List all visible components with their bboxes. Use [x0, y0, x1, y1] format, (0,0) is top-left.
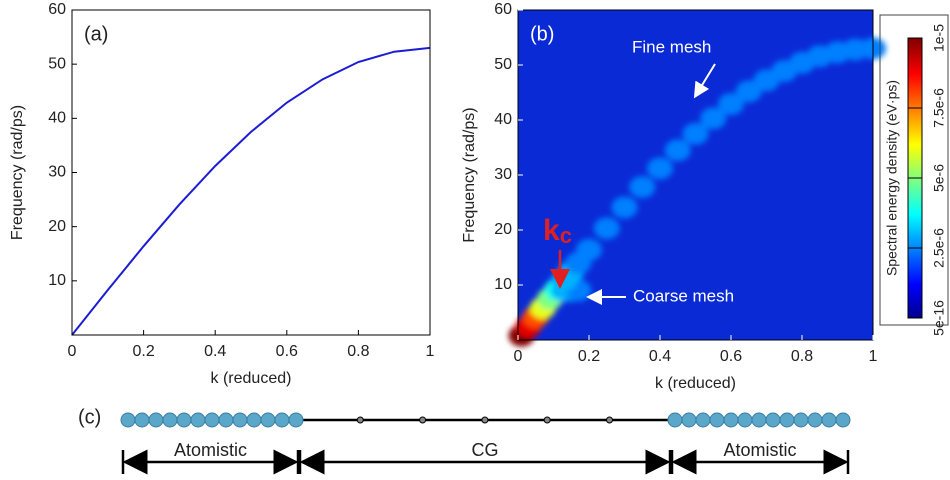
heat-cell: [611, 196, 638, 219]
atom: [793, 412, 809, 428]
atom: [232, 412, 248, 428]
atom: [723, 412, 739, 428]
k-critical-symbol: k: [543, 214, 560, 247]
plot-frame: [71, 9, 431, 336]
atom: [190, 412, 206, 428]
y-tick-label: 50: [48, 55, 66, 72]
atom: [667, 412, 683, 428]
x-axis-label: k (reduced): [655, 375, 736, 392]
x-tick-label: 0.4: [649, 348, 671, 365]
colorbar-tick-label: 5e-16: [931, 300, 947, 336]
x-tick-label: 0.8: [791, 348, 813, 365]
atom: [246, 412, 262, 428]
x-tick-label: 0: [514, 348, 523, 365]
atom: [779, 412, 795, 428]
atom: [218, 412, 234, 428]
atom: [120, 412, 136, 428]
colorbar-tick-label: 7.5e-6: [931, 88, 947, 128]
heat-cell: [647, 157, 673, 180]
panel-label: (b): [530, 23, 554, 45]
heat-cell: [664, 139, 691, 162]
segment-label: CG: [472, 440, 499, 460]
atom: [288, 412, 304, 428]
atom: [737, 412, 753, 428]
atom: [176, 412, 192, 428]
atom: [835, 412, 851, 428]
heat-cell: [718, 93, 744, 116]
y-tick-label: 10: [494, 276, 512, 293]
colorbar-tick-label: 5e-6: [931, 164, 947, 192]
atom: [821, 412, 837, 428]
atom: [162, 412, 178, 428]
atom: [148, 412, 164, 428]
y-tick-label: 50: [494, 56, 512, 73]
x-axis-label: k (reduced): [211, 370, 292, 387]
k-critical-subscript: c: [560, 223, 572, 248]
heat-cell: [593, 217, 620, 240]
annotation: Coarse mesh: [633, 286, 734, 305]
line-series: [71, 46, 431, 336]
heat-cell: [682, 122, 709, 145]
y-tick-label: 10: [48, 272, 66, 289]
atom: [204, 412, 220, 428]
cg-node: [481, 416, 489, 424]
x-tick-label: 0.6: [720, 348, 742, 365]
segment-label: Atomistic: [723, 440, 796, 460]
colorbar-frame: [879, 14, 949, 326]
atom: [260, 412, 276, 428]
cg-node: [419, 416, 427, 424]
atom: [807, 412, 823, 428]
cg-node: [543, 416, 551, 424]
atom: [681, 412, 697, 428]
annotation: Fine mesh: [632, 37, 711, 56]
x-tick-label: 0.2: [578, 348, 600, 365]
x-tick-label: 0.8: [347, 343, 369, 360]
heat-cell: [700, 107, 727, 130]
cg-node: [606, 416, 613, 424]
y-tick-label: 40: [48, 110, 66, 127]
y-tick-label: 40: [494, 111, 512, 128]
heatmap-cells: [508, 37, 886, 347]
atom: [709, 412, 725, 428]
atom: [751, 412, 767, 428]
atom: [695, 412, 711, 428]
y-tick-label: 60: [48, 1, 66, 18]
x-tick-label: 1: [869, 348, 878, 365]
y-tick-label: 20: [494, 221, 512, 238]
y-tick-label: 20: [48, 218, 66, 235]
atom: [134, 412, 150, 428]
panel-label: (a): [84, 23, 108, 45]
x-tick-label: 0.2: [132, 343, 154, 360]
colorbar-tick-label: 2.5e-6: [931, 228, 947, 268]
panel-label: (c): [78, 406, 101, 428]
y-axis-label: Frequency (rad/ps): [461, 107, 478, 242]
heat-cell: [576, 238, 602, 261]
x-tick-label: 0.4: [204, 343, 226, 360]
y-axis-label: Frequency (rad/ps): [9, 105, 26, 240]
colorbar-tick-label: 1e-5: [931, 24, 947, 52]
y-tick-label: 60: [494, 1, 512, 18]
cg-node: [356, 416, 364, 424]
colorbar-label: Spectral energy density (eV·ps): [884, 80, 900, 276]
annotation-arrow: [693, 63, 716, 99]
x-tick-label: 0: [68, 343, 77, 360]
atom: [765, 412, 781, 428]
heat-cell: [629, 176, 656, 199]
y-tick-label: 30: [48, 164, 66, 181]
atom: [274, 412, 290, 428]
x-tick-label: 0.6: [276, 343, 298, 360]
y-tick-label: 30: [494, 166, 512, 183]
segment-label: Atomistic: [174, 440, 247, 460]
x-tick-label: 1: [426, 343, 435, 360]
k-critical: kc: [543, 214, 572, 248]
